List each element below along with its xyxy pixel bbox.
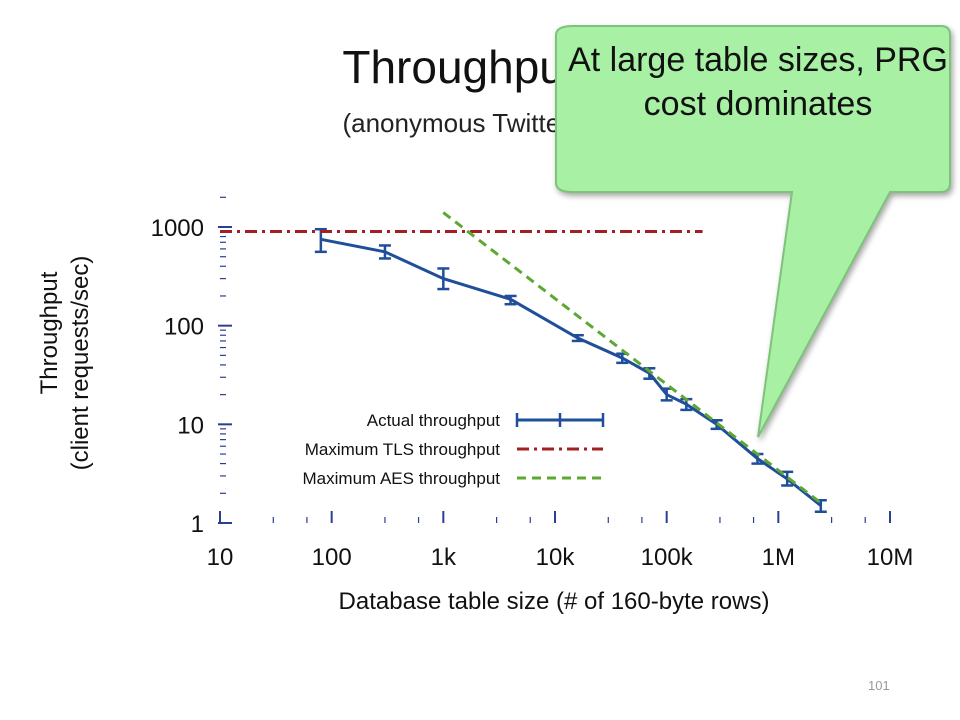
series-line	[320, 237, 822, 507]
x-tick-label: 1k	[431, 544, 457, 571]
series-line	[442, 211, 822, 505]
y-tick-label: 10	[177, 412, 204, 439]
slide-title: Throughput	[342, 41, 578, 93]
data-point	[437, 267, 450, 291]
x-axis-label: Database table size (# of 160-byte rows)	[339, 588, 770, 615]
chart-marks	[220, 211, 827, 514]
chart-legend: Actual throughput Maximum TLS throughput M…	[303, 411, 605, 488]
page-number: 101	[868, 678, 890, 693]
x-tick-label: 1M	[762, 544, 795, 571]
data-point	[378, 244, 391, 260]
data-point	[504, 294, 517, 306]
data-point	[571, 333, 584, 343]
x-tick-label: 10M	[867, 544, 914, 571]
x-tick-label: 100	[312, 544, 352, 571]
legend-label: Maximum AES throughput	[303, 469, 501, 488]
y-tick-label: 1000	[151, 215, 204, 242]
x-tick-label: 10	[207, 544, 234, 571]
callout-shape	[555, 25, 951, 438]
y-axis-sublabel: (client requests/sec)	[67, 256, 94, 471]
y-axis-label: Throughput	[36, 271, 63, 394]
slide-subtitle: (anonymous Twitter)	[342, 108, 578, 138]
legend-label: Actual throughput	[367, 411, 501, 430]
y-tick-label: 100	[164, 314, 204, 341]
callout-text: At large table sizes, PRG cost dominates	[568, 41, 948, 123]
data-point	[781, 470, 794, 487]
y-tick-label: 1	[191, 511, 204, 538]
legend-label: Maximum TLS throughput	[305, 440, 501, 459]
x-tick-label: 100k	[641, 544, 694, 571]
axis-corner	[219, 511, 232, 524]
callout-bubble	[555, 25, 951, 438]
x-tick-label: 10k	[536, 544, 576, 571]
